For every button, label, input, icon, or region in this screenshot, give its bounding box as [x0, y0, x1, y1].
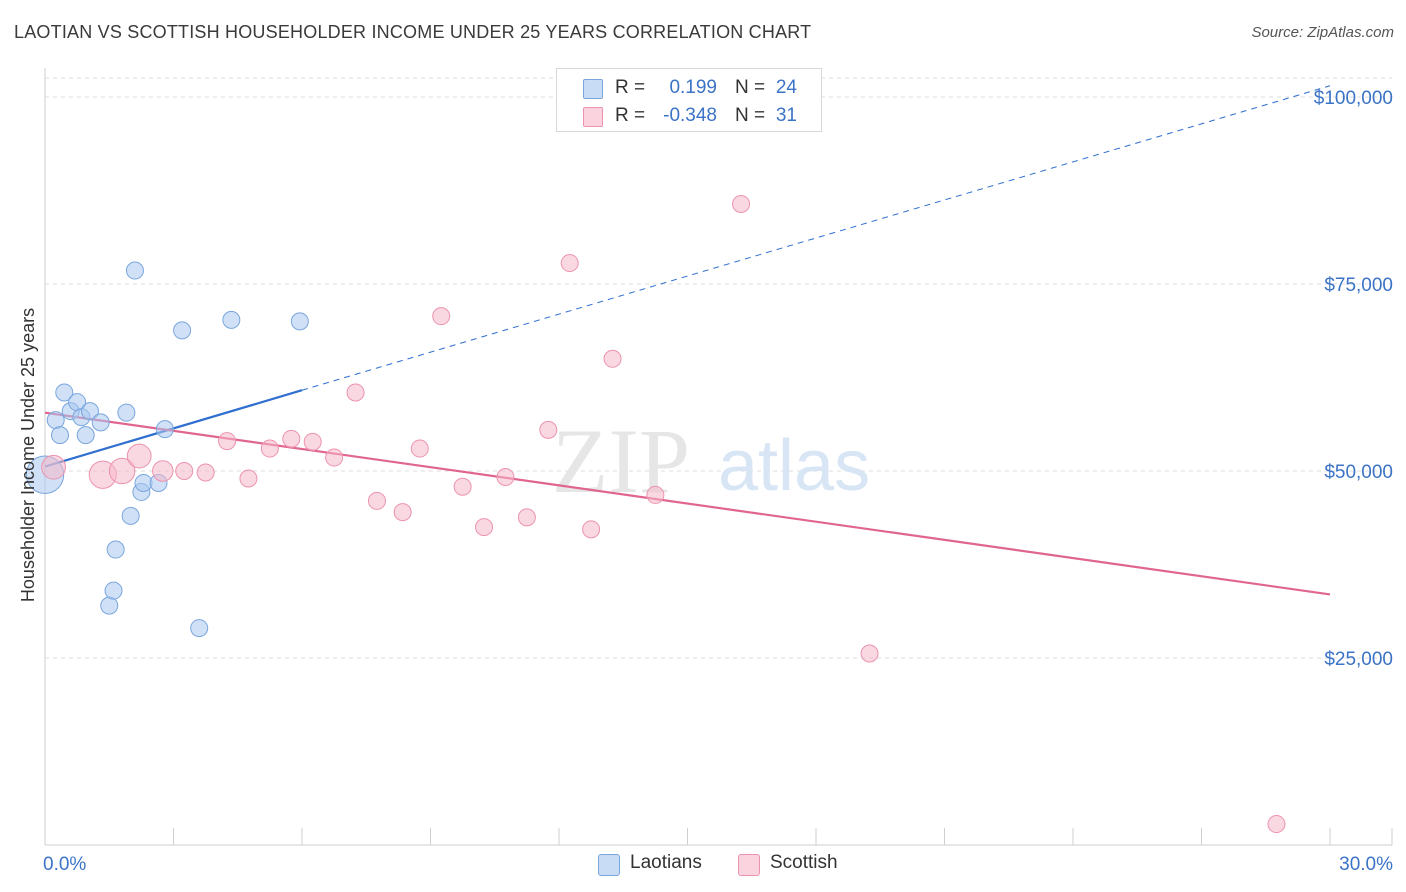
point-laotians: [76, 426, 95, 445]
watermark-atlas: atlas: [718, 426, 870, 506]
r-value: -0.348: [663, 105, 717, 126]
y-tick-label: $50,000: [1324, 462, 1393, 483]
point-scottish: [175, 462, 194, 480]
point-laotians: [100, 596, 119, 615]
point-scottish: [1267, 815, 1286, 834]
point-scottish: [603, 349, 622, 368]
laotians-swatch: [583, 79, 603, 99]
point-laotians: [121, 506, 140, 525]
point-scottish: [646, 485, 665, 504]
n-label: N =: [735, 105, 766, 126]
n-value: 31: [775, 105, 797, 126]
point-scottish: [560, 254, 579, 273]
point-scottish: [239, 469, 258, 488]
point-laotians: [190, 619, 209, 638]
point-scottish: [303, 432, 322, 451]
watermark-zip: ZIP: [552, 410, 690, 512]
point-scottish: [126, 443, 152, 469]
point-scottish: [196, 463, 215, 482]
scottish-swatch: [583, 107, 603, 127]
point-scottish: [41, 454, 66, 480]
gridlines: [45, 77, 1392, 659]
point-laotians: [222, 310, 241, 329]
point-scottish: [432, 307, 451, 326]
point-scottish: [108, 457, 136, 485]
point-scottish: [410, 439, 429, 458]
tick-labels: $25,000 $50,000 $75,000 $100,000 0.0% 30.0%: [43, 88, 1393, 875]
n-label: N =: [735, 77, 766, 98]
y-tick-label: $25,000: [1324, 649, 1393, 670]
point-laotians: [104, 581, 123, 600]
laotians-legend-swatch: [598, 854, 620, 876]
point-scottish: [218, 432, 237, 451]
y-axis-label: Householder Income Under 25 years: [18, 308, 38, 602]
correlation-legend: R = 0.199 N = 24 R = -0.348 N = 31: [556, 68, 822, 132]
point-laotians: [50, 426, 69, 445]
point-scottish: [475, 518, 494, 537]
point-scottish: [453, 477, 472, 496]
point-laotians: [46, 411, 65, 430]
y-tick-label: $100,000: [1314, 88, 1393, 109]
point-scottish: [517, 508, 536, 527]
scottish-legend-swatch: [738, 854, 760, 876]
point-scottish: [860, 644, 879, 663]
x-tick-label: 0.0%: [43, 854, 86, 875]
point-scottish: [732, 194, 751, 213]
r-label: R =: [615, 77, 646, 98]
data-points: [25, 194, 1286, 834]
point-laotians: [290, 312, 309, 331]
point-laotians: [91, 413, 110, 432]
x-tick-label: 30.0%: [1339, 854, 1393, 875]
trend-line-scottish: [44, 411, 1331, 596]
point-laotians: [106, 540, 125, 559]
point-scottish: [325, 448, 344, 467]
point-scottish: [260, 439, 279, 458]
point-scottish: [282, 429, 301, 448]
point-laotians: [80, 402, 99, 421]
point-scottish: [582, 520, 601, 539]
point-laotians: [134, 473, 153, 492]
point-scottish: [539, 420, 558, 439]
point-scottish: [152, 460, 174, 482]
point-laotians: [173, 321, 192, 340]
source-credit: Source: ZipAtlas.com: [1251, 24, 1394, 41]
r-label: R =: [615, 105, 646, 126]
legend-label: Laotians: [630, 852, 702, 873]
legend-row-scottish: R = -0.348 N = 31: [557, 101, 821, 129]
y-tick-label: $75,000: [1324, 275, 1393, 296]
r-value: 0.199: [669, 77, 717, 98]
point-laotians: [155, 420, 174, 439]
legend-row-laotians: R = 0.199 N = 24: [557, 73, 821, 101]
chart-title: LAOTIAN VS SCOTTISH HOUSEHOLDER INCOME U…: [14, 22, 812, 42]
trend-extension-laotians: [301, 85, 1331, 391]
point-scottish: [346, 383, 365, 402]
point-scottish: [393, 503, 412, 522]
point-laotians: [125, 261, 144, 280]
trend-lines: [44, 85, 1331, 596]
point-scottish: [367, 491, 386, 510]
point-scottish: [496, 467, 515, 486]
legend-label: Scottish: [770, 852, 838, 873]
n-value: 24: [775, 77, 797, 98]
point-laotians: [55, 383, 74, 402]
point-laotians: [117, 403, 136, 422]
